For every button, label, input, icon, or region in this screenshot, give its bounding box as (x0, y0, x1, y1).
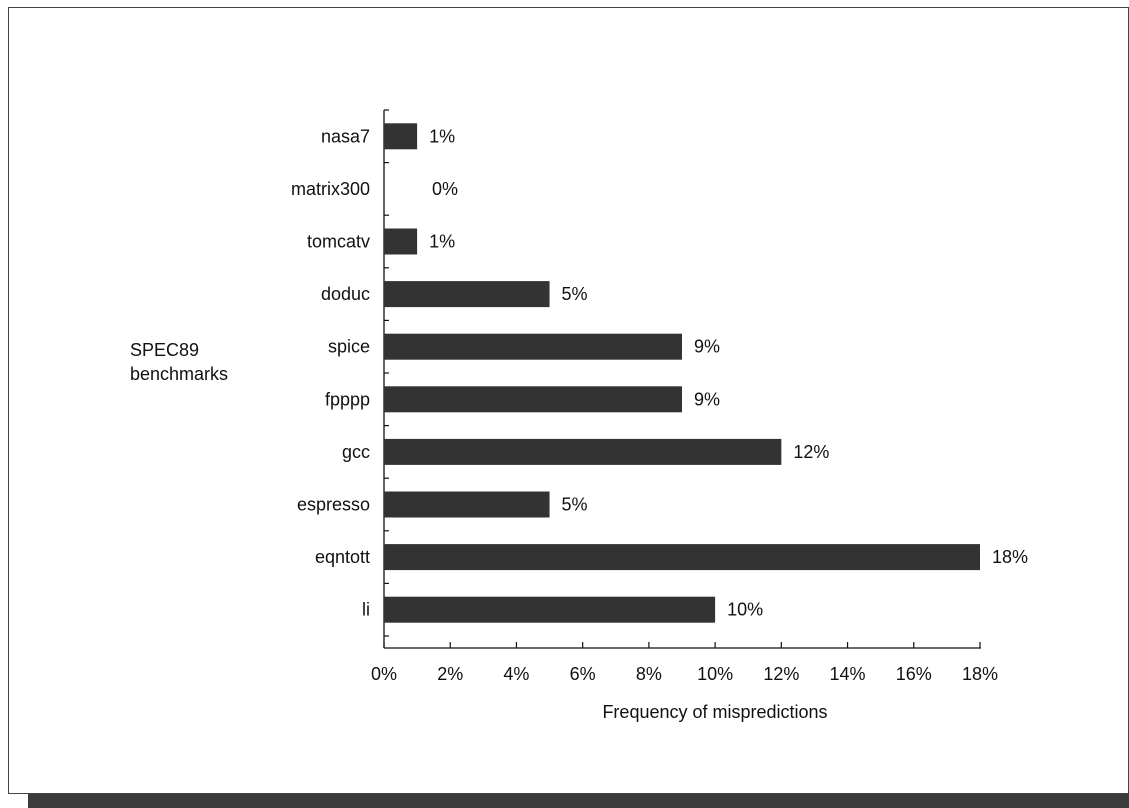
x-tick-label: 4% (503, 664, 529, 684)
bar-fpppp (384, 386, 682, 413)
data-label-gcc: 12% (793, 442, 829, 462)
category-label-tomcatv: tomcatv (307, 232, 370, 252)
bar-espresso (384, 491, 550, 518)
bar-tomcatv (384, 228, 418, 255)
bottom-bar (28, 794, 1129, 808)
x-tick-label: 10% (697, 664, 733, 684)
category-label-espresso: espresso (297, 495, 370, 515)
data-label-tomcatv: 1% (429, 232, 455, 252)
x-tick-label: 12% (763, 664, 799, 684)
bar-doduc (384, 281, 550, 308)
category-label-li: li (362, 600, 370, 620)
x-tick-labels: 0% 2% 4% 6% 8% 10% 12% 14% 16% 18% (371, 664, 998, 684)
x-axis-label: Frequency of mispredictions (602, 702, 827, 722)
data-labels: 1% 0% 1% 5% 9% 9% 12% 5% 18% 10% (429, 126, 1028, 619)
category-label-spice: spice (328, 337, 370, 357)
category-label-matrix300: matrix300 (291, 179, 370, 199)
category-label-gcc: gcc (342, 442, 370, 462)
x-tick-label: 2% (437, 664, 463, 684)
category-label-fpppp: fpppp (325, 389, 370, 409)
x-tick-label: 8% (636, 664, 662, 684)
category-label-eqntott: eqntott (315, 547, 370, 567)
data-label-doduc: 5% (562, 284, 588, 304)
data-label-matrix300: 0% (432, 179, 458, 199)
x-tick-label: 18% (962, 664, 998, 684)
category-label-nasa7: nasa7 (321, 126, 370, 146)
y-axis-label: SPEC89 benchmarks (130, 340, 228, 384)
bar-nasa7 (384, 123, 418, 150)
category-labels: nasa7 matrix300 tomcatv doduc spice fpppp gcc e… (291, 126, 370, 619)
x-tick-label: 16% (896, 664, 932, 684)
x-tick-label: 14% (830, 664, 866, 684)
data-label-espresso: 5% (562, 495, 588, 515)
x-tick-label: 0% (371, 664, 397, 684)
bar-eqntott (384, 544, 980, 571)
x-tick-label: 6% (570, 664, 596, 684)
chart-bars (384, 123, 980, 623)
y-axis-label-line-1: SPEC89 (130, 340, 199, 360)
data-label-spice: 9% (694, 337, 720, 357)
data-label-eqntott: 18% (992, 547, 1028, 567)
data-label-nasa7: 1% (429, 126, 455, 146)
y-axis-label-line-2: benchmarks (130, 364, 228, 384)
category-label-doduc: doduc (321, 284, 370, 304)
data-label-fpppp: 9% (694, 389, 720, 409)
bar-spice (384, 333, 682, 360)
bar-li (384, 596, 716, 623)
data-label-li: 10% (727, 600, 763, 620)
bar-gcc (384, 438, 782, 465)
